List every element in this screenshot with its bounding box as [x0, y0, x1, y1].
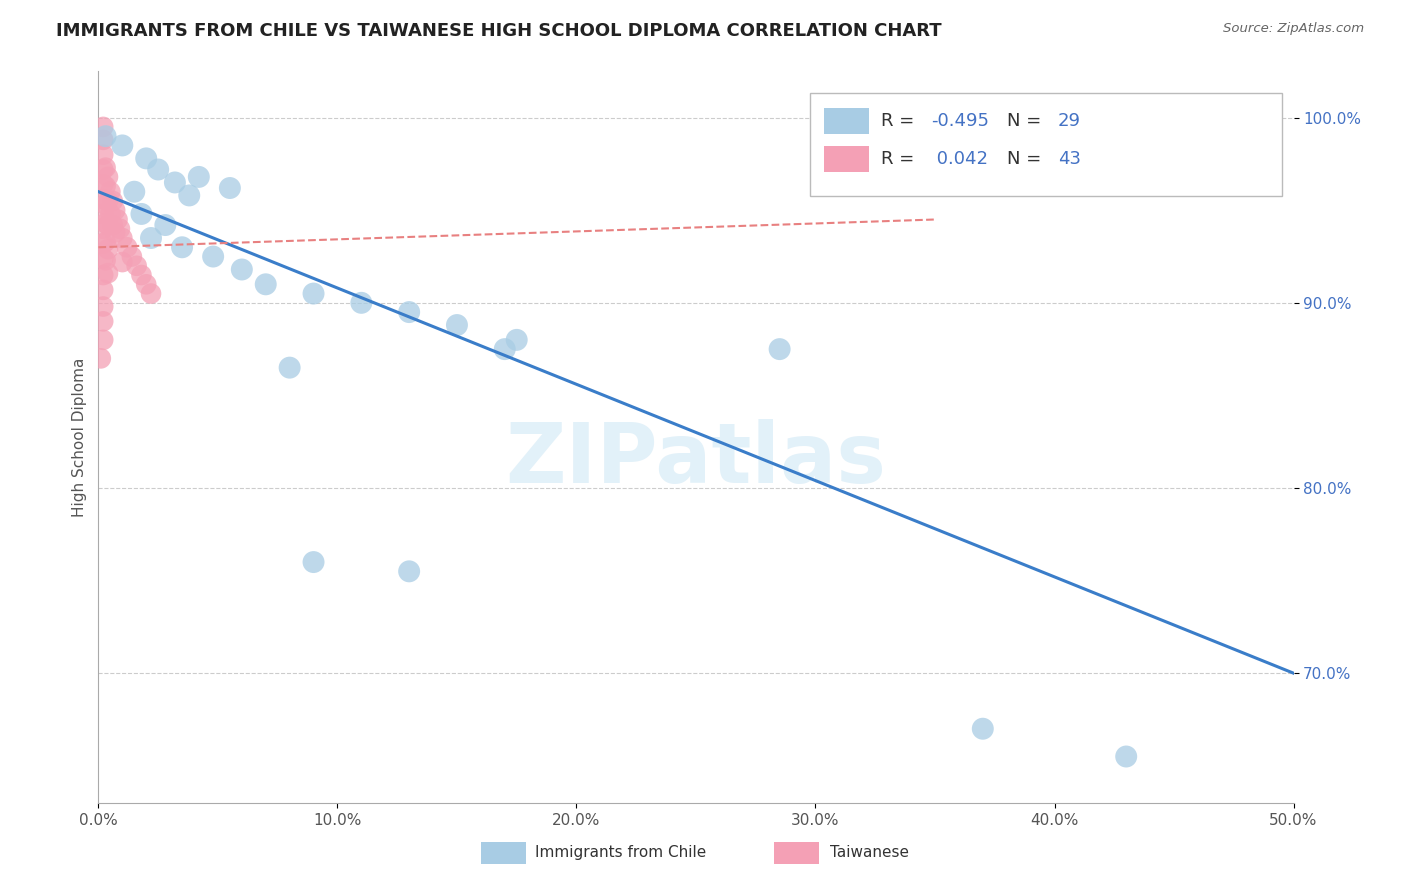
Point [91, 268, 114, 282]
Point [94, 216, 117, 230]
Point [172, 240, 194, 254]
Point [91, 236, 114, 251]
Point [97, 169, 120, 184]
FancyBboxPatch shape [810, 94, 1282, 195]
Point [768, 342, 790, 356]
Point [91, 283, 114, 297]
Point [97, 194, 120, 208]
Point [398, 305, 420, 319]
Point [107, 212, 129, 227]
Point [101, 218, 124, 232]
Point [91, 300, 114, 314]
Point [135, 277, 157, 292]
Point [90, 351, 112, 366]
Point [506, 333, 529, 347]
Point [94, 197, 117, 211]
Text: N =: N = [1007, 150, 1046, 168]
Point [135, 152, 157, 166]
Point [91, 252, 114, 266]
Point [139, 231, 162, 245]
Text: -0.495: -0.495 [931, 112, 990, 130]
Point [94, 179, 117, 194]
Point [101, 194, 124, 208]
Point [94, 253, 117, 268]
Point [121, 250, 143, 264]
Point [219, 181, 242, 195]
Point [91, 192, 114, 206]
Point [91, 178, 114, 192]
Point [494, 342, 516, 356]
Point [91, 207, 114, 221]
Point [115, 240, 138, 254]
Point [187, 169, 209, 184]
Point [98, 207, 122, 221]
Point [446, 318, 468, 332]
Point [91, 133, 114, 147]
Point [108, 221, 131, 235]
Point [97, 242, 120, 256]
Point [97, 266, 120, 280]
Bar [824, 146, 869, 172]
Point [91, 162, 114, 177]
Text: 43: 43 [1059, 150, 1081, 168]
Point [97, 218, 120, 232]
Point [91, 120, 114, 134]
Point [98, 185, 122, 199]
Point [111, 255, 134, 269]
Point [104, 226, 127, 240]
Text: ZIPatlas: ZIPatlas [506, 418, 886, 500]
Text: IMMIGRANTS FROM CHILE VS TAIWANESE HIGH SCHOOL DIPLOMA CORRELATION CHART: IMMIGRANTS FROM CHILE VS TAIWANESE HIGH … [56, 22, 942, 40]
Point [900, 157, 922, 171]
Point [231, 262, 253, 277]
Bar [481, 841, 526, 863]
Text: Immigrants from Chile: Immigrants from Chile [534, 845, 706, 860]
Point [302, 286, 325, 301]
Point [125, 259, 148, 273]
Point [139, 286, 162, 301]
Point [94, 161, 117, 175]
Point [155, 218, 177, 232]
Point [179, 188, 201, 202]
Point [104, 203, 127, 218]
Text: 0.042: 0.042 [931, 150, 988, 168]
Point [148, 162, 170, 177]
Y-axis label: High School Diploma: High School Diploma [72, 358, 87, 516]
Text: R =: R = [882, 112, 920, 130]
Point [972, 722, 994, 736]
Point [124, 185, 146, 199]
Text: 29: 29 [1059, 112, 1081, 130]
Point [111, 231, 134, 245]
Point [278, 360, 301, 375]
Text: Taiwanese: Taiwanese [830, 845, 908, 860]
Point [131, 207, 153, 221]
Point [131, 268, 153, 282]
Bar [824, 108, 869, 134]
Point [202, 250, 225, 264]
Point [398, 565, 420, 579]
Point [94, 129, 117, 144]
Point [350, 295, 373, 310]
Point [91, 314, 114, 328]
Point [163, 176, 186, 190]
Point [91, 333, 114, 347]
Point [1115, 749, 1137, 764]
Point [94, 235, 117, 249]
Point [91, 147, 114, 161]
Bar [773, 841, 820, 863]
Point [91, 221, 114, 235]
Point [254, 277, 277, 292]
Point [111, 138, 134, 153]
Text: Source: ZipAtlas.com: Source: ZipAtlas.com [1223, 22, 1364, 36]
Text: R =: R = [882, 150, 920, 168]
Text: N =: N = [1007, 112, 1046, 130]
Point [302, 555, 325, 569]
